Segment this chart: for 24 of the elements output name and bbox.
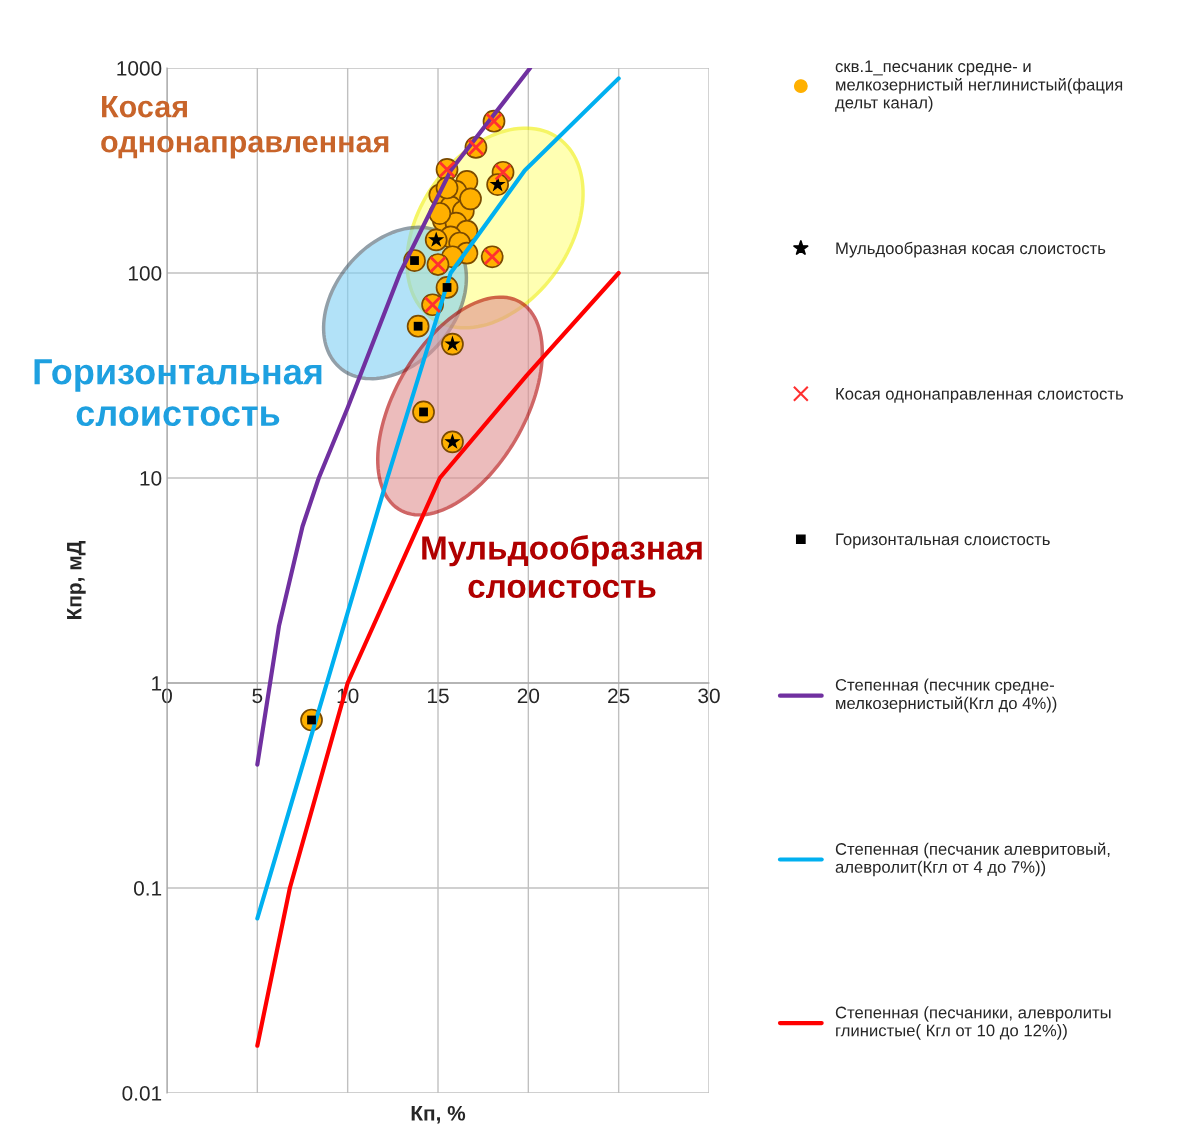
x-tick-label: 0 — [162, 688, 172, 704]
legend-label: скв.1_песчаник средне- и мелкозернистый неглинистый(фация дельт канал) — [835, 60, 1123, 112]
legend-label: Степенная (песчаник алевритовый, алевролит(Кгл от 4 до 7%)) — [835, 842, 1110, 877]
annotation: Горизонтальная слоистость — [34, 359, 322, 427]
legend-label: Степенная (песчник средне- мелкозернистый(Кгл до 4%)) — [835, 678, 1057, 713]
annotation: Косая однонаправленная — [101, 96, 389, 159]
x-tick-label: 5 — [252, 688, 263, 704]
y-tick-label: 0.1 — [133, 881, 162, 896]
x-tick-label: 15 — [428, 688, 449, 704]
x-tick-label: 25 — [608, 688, 630, 704]
y-tick-label: 10 — [140, 471, 162, 486]
y-axis-title: Кпр, мД — [67, 540, 86, 620]
y-tick-label: 1 — [152, 676, 162, 691]
legend-label: Мульдообразная косая слоистость — [836, 241, 1106, 258]
annotation: Мульдообразная слоистость — [422, 535, 702, 599]
x-tick-label: 20 — [517, 688, 540, 704]
y-tick-label: 0.01 — [122, 1086, 162, 1101]
y-tick-label: 1000 — [117, 61, 162, 76]
legend-label: Степенная (песчаники, алевролиты глинистые( Кгл от 10 до 12%)) — [835, 1006, 1111, 1040]
x-tick-label: 30 — [698, 688, 720, 704]
legend-label: Косая однонаправленная слоистость — [836, 388, 1124, 404]
y-tick-label: 100 — [128, 266, 162, 281]
x-axis-title: Кп, % — [411, 1105, 466, 1124]
legend-label: Горизонтальная слоистость — [836, 533, 1050, 549]
